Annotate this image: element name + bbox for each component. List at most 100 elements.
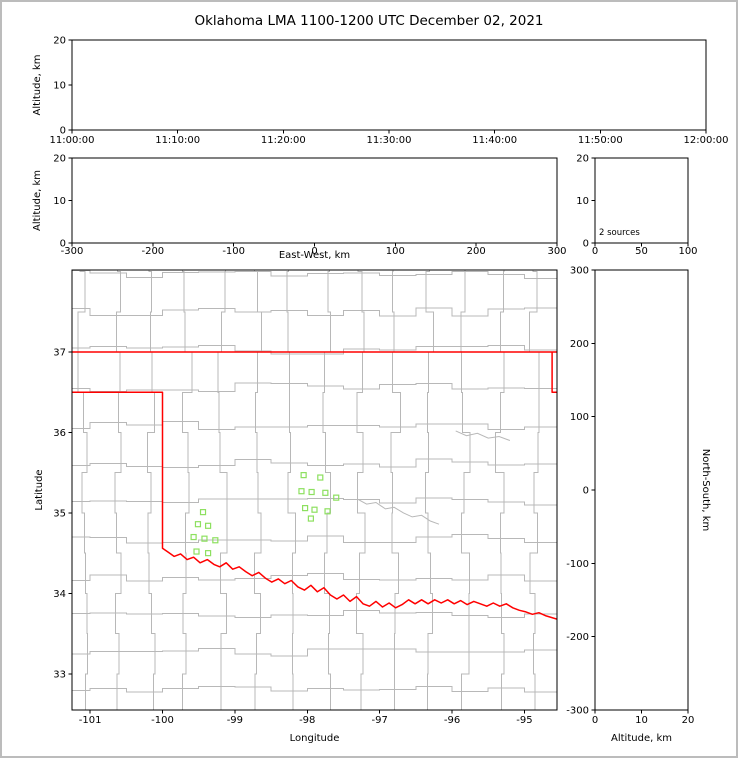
y-tick-label: 34 bbox=[53, 589, 66, 600]
source-count-annotation: 2 sources bbox=[599, 228, 640, 238]
y-tick-label: 0 bbox=[583, 486, 589, 497]
station-marker bbox=[311, 506, 318, 513]
x-tick-label: 11:20:00 bbox=[261, 135, 306, 146]
station-marker bbox=[307, 515, 314, 522]
y-tick-label: 20 bbox=[53, 154, 66, 165]
panel-bg bbox=[595, 158, 688, 243]
y-tick-label: 10 bbox=[53, 81, 66, 92]
x-tick-label: 100 bbox=[386, 246, 405, 257]
county-lines bbox=[72, 270, 557, 710]
y-axis-label: Altitude, km bbox=[32, 55, 43, 116]
county-line bbox=[424, 270, 435, 710]
ns-height-panel: 0 10 20 -300 -200 -100 0 100 200 300 Altitude, km N… bbox=[566, 266, 711, 745]
county-line bbox=[72, 685, 557, 693]
station-marker bbox=[190, 533, 197, 541]
x-tick-label: 20 bbox=[682, 715, 695, 726]
county-line bbox=[72, 647, 557, 657]
x-tick-label: 12:00:00 bbox=[684, 135, 729, 146]
station-marker bbox=[301, 504, 309, 512]
county-line bbox=[72, 497, 557, 506]
x-tick-label: -101 bbox=[79, 715, 102, 726]
county-line bbox=[72, 533, 557, 544]
y-tick-label: -200 bbox=[566, 632, 589, 643]
x-tick-label: 100 bbox=[678, 246, 697, 257]
lma-stations bbox=[190, 472, 340, 557]
county-line bbox=[460, 270, 471, 710]
county-line bbox=[495, 270, 505, 710]
county-line bbox=[181, 270, 193, 710]
figure-title: Oklahoma LMA 1100-1200 UTC December 02, … bbox=[194, 13, 544, 29]
county-line bbox=[72, 270, 557, 279]
y-axis-label: Latitude bbox=[34, 469, 45, 510]
x-tick-label: -96 bbox=[444, 715, 460, 726]
y-tick-label: 10 bbox=[53, 196, 66, 207]
y-tick-label: 35 bbox=[53, 508, 66, 519]
y-tick-label: 10 bbox=[576, 196, 589, 207]
station-marker bbox=[300, 472, 307, 479]
y-axis-label: Altitude, km bbox=[32, 170, 43, 231]
station-marker bbox=[308, 488, 315, 496]
x-tick-label: -100 bbox=[222, 246, 245, 257]
panel-bg bbox=[72, 40, 706, 130]
x-tick-label: 200 bbox=[467, 246, 486, 257]
panel-bg bbox=[72, 158, 557, 243]
county-line bbox=[77, 270, 88, 710]
station-marker bbox=[204, 522, 212, 529]
x-tick-label: 11:10:00 bbox=[155, 135, 200, 146]
station-marker bbox=[194, 521, 202, 528]
x-tick-label: 10 bbox=[635, 715, 648, 726]
y-tick-label: 37 bbox=[53, 348, 66, 359]
county-line bbox=[72, 420, 557, 431]
y-tick-label: 0 bbox=[583, 239, 589, 250]
station-marker bbox=[201, 535, 208, 542]
x-tick-label: -100 bbox=[151, 715, 174, 726]
x-tick-label: 0 bbox=[592, 715, 598, 726]
station-marker bbox=[199, 509, 207, 516]
oklahoma-texas-red-river-border bbox=[72, 391, 557, 620]
map-layers bbox=[72, 270, 557, 710]
x-tick-label: 11:50:00 bbox=[578, 135, 623, 146]
county-line bbox=[355, 270, 366, 710]
county-line bbox=[529, 270, 540, 710]
x-tick-label: 11:40:00 bbox=[472, 135, 517, 146]
time-height-panel: 11:00:00 11:10:00 11:20:00 11:30:00 11:40:00… bbox=[32, 36, 728, 147]
county-line bbox=[72, 382, 557, 393]
y-tick-label: 0 bbox=[60, 239, 66, 250]
y-tick-label: 36 bbox=[53, 428, 66, 439]
station-marker bbox=[298, 488, 305, 495]
x-axis-label: Longitude bbox=[290, 733, 340, 744]
ew-height-panel: -300 -200 -100 0 100 200 300 0 10 20 Altitude, km E… bbox=[32, 154, 567, 262]
y-tick-label: -100 bbox=[566, 559, 589, 570]
x-tick-label: 0 bbox=[311, 246, 317, 257]
county-line bbox=[72, 345, 557, 355]
x-tick-label: -200 bbox=[141, 246, 164, 257]
y-tick-label: 20 bbox=[53, 36, 66, 47]
y-axis-label-right: North-South, km bbox=[700, 449, 711, 532]
y-tick-label: 33 bbox=[53, 669, 66, 680]
county-line bbox=[114, 270, 122, 710]
altitude-histogram-panel: 0 50 100 0 10 20 2 sources bbox=[576, 154, 697, 258]
oklahoma-missouri-border bbox=[551, 352, 557, 394]
x-tick-label: 300 bbox=[547, 246, 566, 257]
county-line bbox=[390, 270, 401, 710]
county-line bbox=[72, 458, 557, 468]
x-tick-label: -99 bbox=[227, 715, 243, 726]
county-line bbox=[322, 270, 332, 710]
station-marker bbox=[317, 474, 324, 481]
county-river-line bbox=[357, 498, 440, 525]
county-river-line bbox=[455, 430, 511, 441]
y-tick-label: 20 bbox=[576, 154, 589, 165]
x-axis-label: East-West, km bbox=[279, 250, 350, 261]
county-line bbox=[286, 270, 296, 710]
county-line bbox=[147, 270, 156, 710]
station-marker bbox=[333, 494, 340, 501]
station-marker bbox=[324, 508, 331, 515]
x-tick-label: 50 bbox=[635, 246, 648, 257]
station-marker bbox=[322, 489, 329, 496]
y-tick-label: 200 bbox=[570, 339, 589, 350]
x-tick-label: -300 bbox=[61, 246, 84, 257]
county-line bbox=[72, 307, 557, 317]
